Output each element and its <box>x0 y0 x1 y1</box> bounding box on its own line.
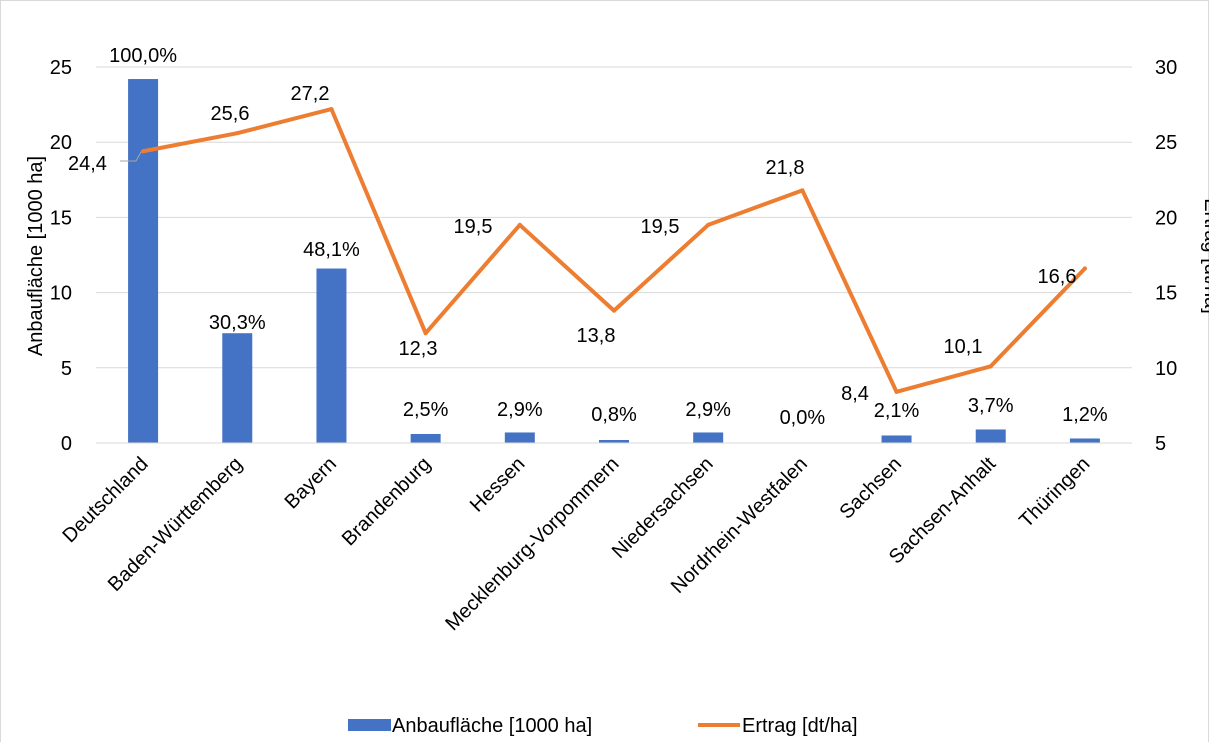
line-point <box>517 222 522 227</box>
y2-tick-label: 20 <box>1155 207 1177 229</box>
y-tick-label: 10 <box>50 283 72 305</box>
bar <box>975 429 1006 443</box>
line-series <box>141 107 1087 394</box>
line-point <box>1082 266 1087 271</box>
bar <box>599 439 629 443</box>
bar-data-label: 100,0% <box>109 45 177 67</box>
bar-data-label: 3,7% <box>968 395 1014 417</box>
legend-label-line: Ertrag [dt/ha] <box>742 715 858 737</box>
bar <box>128 79 159 444</box>
y2-axis-title: Ertrag [dt/ha] <box>1200 198 1209 314</box>
bar <box>504 432 535 443</box>
bar-series <box>128 79 1100 444</box>
bar-data-label: 2,1% <box>874 400 920 422</box>
bar-data-label: 2,9% <box>497 399 543 421</box>
line-data-label: 27,2 <box>291 83 330 105</box>
data-labels: 100,0% 30,3% 48,1% 2,5% 2,9% 0,8% 2,9% 0,0% 2,1%… <box>68 45 1108 429</box>
line-data-label: 10,1 <box>944 336 983 358</box>
line-data-label: 24,4 <box>68 153 107 175</box>
legend: Anbaufläche [1000 ha] Ertrag [dt/ha] <box>348 715 858 737</box>
bar <box>222 333 253 443</box>
y2-tick-label: 15 <box>1155 283 1177 305</box>
line-data-label: 21,8 <box>766 157 805 179</box>
bar-data-label: 2,9% <box>685 399 731 421</box>
bar-data-label: 0,8% <box>591 404 637 426</box>
y2-tick-label: 30 <box>1155 57 1177 79</box>
y-tick-label: 25 <box>50 57 72 79</box>
label-leader-line <box>120 151 142 162</box>
y-tick-label: 15 <box>50 207 72 229</box>
y2-tick-label: 5 <box>1155 433 1166 455</box>
line-point <box>988 364 993 369</box>
line-point <box>423 331 428 336</box>
bar <box>693 432 724 443</box>
line-point <box>706 222 711 227</box>
line-data-label: 25,6 <box>211 103 250 125</box>
bar <box>316 268 347 443</box>
line-data-label: 13,8 <box>577 325 616 347</box>
bar-data-label: 1,2% <box>1062 404 1108 426</box>
y-axis-title: Anbaufläche [1000 ha] <box>25 156 47 356</box>
bar-data-label: 0,0% <box>780 407 826 429</box>
line-point <box>800 188 805 193</box>
line-point <box>141 149 146 154</box>
bar-data-label: 30,3% <box>209 312 266 334</box>
line-data-label: 12,3 <box>399 338 438 360</box>
bar-data-label: 2,5% <box>403 399 449 421</box>
bar <box>1069 438 1100 443</box>
legend-swatch-bar <box>348 719 391 731</box>
y-tick-label: 5 <box>61 358 72 380</box>
bar-data-label: 48,1% <box>303 239 360 261</box>
bar <box>410 433 441 443</box>
y2-tick-label: 10 <box>1155 358 1177 380</box>
y-tick-label: 0 <box>61 433 72 455</box>
line-data-label: 16,6 <box>1038 266 1077 288</box>
y-tick-label: 20 <box>50 132 72 154</box>
line-data-label: 19,5 <box>641 216 680 238</box>
line-data-label: 19,5 <box>454 216 493 238</box>
line-data-label: 8,4 <box>841 383 869 405</box>
line-point <box>894 389 899 394</box>
legend-label-bar: Anbaufläche [1000 ha] <box>392 715 592 737</box>
bar <box>881 435 912 443</box>
y2-tick-label: 25 <box>1155 132 1177 154</box>
line-point <box>612 308 616 313</box>
line-point <box>235 131 240 136</box>
line-point <box>329 107 334 112</box>
